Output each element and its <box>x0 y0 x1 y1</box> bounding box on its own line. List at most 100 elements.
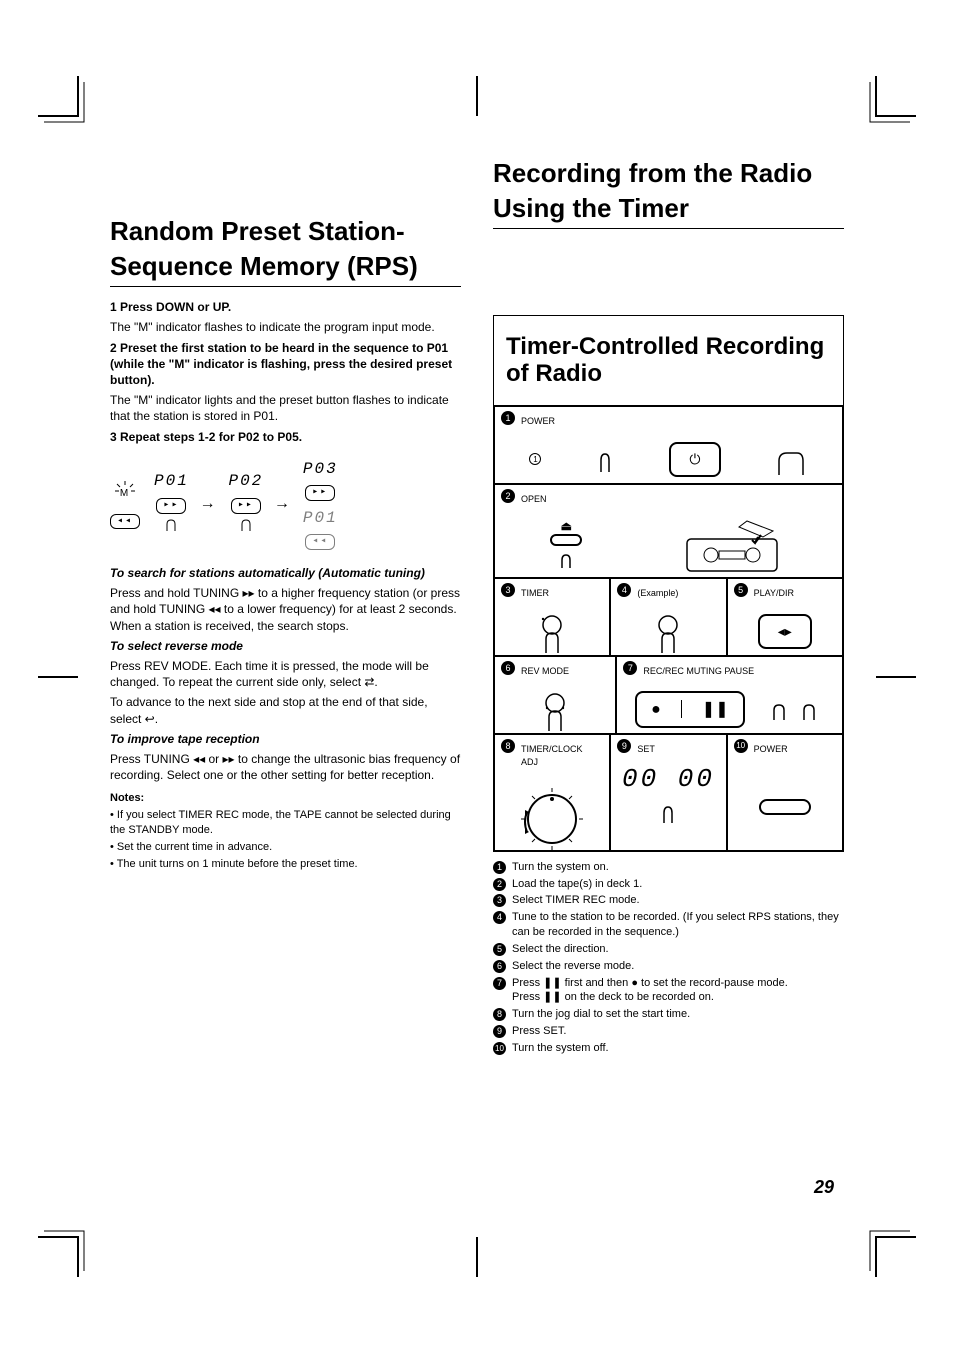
time-display: 00 00 <box>619 762 717 797</box>
legend-3: Select TIMER REC mode. <box>512 893 844 908</box>
seq-p03: P03 <box>303 460 338 478</box>
crop-mark-bl <box>38 1223 92 1277</box>
reverse-mode-body1: Press REV MODE. Each time it is pressed,… <box>110 658 461 690</box>
step-2-note: The "M" indicator lights and the preset … <box>110 392 461 424</box>
cassette-insert-icon <box>677 515 787 575</box>
cell-5-playdir: 5 PLAY/DIR ◂▸ <box>727 578 843 656</box>
hand-press-icon <box>594 446 616 472</box>
crop-tick-top <box>476 76 478 116</box>
cell-5-label: PLAY/DIR <box>754 587 834 599</box>
hand-icon <box>162 515 180 531</box>
crop-mark-tl <box>38 76 92 130</box>
cell-8-label: TIMER/CLOCK ADJ <box>521 743 601 767</box>
step-2: 2 Preset the first station to be heard i… <box>110 340 461 389</box>
tape-reception-head: To improve tape reception <box>110 731 461 747</box>
hand-icon <box>237 515 255 531</box>
rec-pause-buttons-icon: ● ❚❚ <box>635 691 744 729</box>
cell-10-power-off: 10 POWER <box>727 734 843 850</box>
two-hands-icon <box>764 698 824 720</box>
reverse-mode-head: To select reverse mode <box>110 638 461 654</box>
power-off-button-icon <box>759 799 811 815</box>
legend-4: Tune to the station to be recorded. (If … <box>512 910 844 940</box>
crop-tick-right <box>876 676 916 678</box>
hand-press-icon <box>773 443 807 475</box>
cell-6-revmode: 6 REV MODE <box>494 656 616 734</box>
cell-2-open: 2 OPEN ⏏ <box>494 484 843 578</box>
left-column: Random Preset Station-Sequence Memory (R… <box>110 150 461 1203</box>
cell-7-label: REC/REC MUTING PAUSE <box>643 665 834 677</box>
arrow-1: → <box>203 494 215 516</box>
auto-tuning-body: Press and hold TUNING ▸▸ to a higher fre… <box>110 585 461 634</box>
jog-dial-icon <box>517 784 587 854</box>
eject-icon: ⏏ <box>561 519 572 533</box>
cell-4-example: 4 (Example) <box>610 578 726 656</box>
crop-mark-br <box>862 1223 916 1277</box>
cell-6-label: REV MODE <box>521 665 607 677</box>
step-1-note: The "M" indicator flashes to indicate th… <box>110 319 461 335</box>
tune-knob-icon <box>648 609 688 653</box>
legend-2: Load the tape(s) in deck 1. <box>512 877 844 892</box>
legend-7b: Press ❚❚ on the deck to be recorded on. <box>512 991 714 1003</box>
note-1: • If you select TIMER REC mode, the TAPE… <box>110 808 461 838</box>
step-3: 3 Repeat steps 1-2 for P02 to P05. <box>110 429 461 445</box>
reverse-body1-text: Press REV MODE. Each time it is pressed,… <box>110 659 429 689</box>
seq-p01b: P01 <box>303 509 338 527</box>
cell-1-power: 1 POWER 1 ⏻ <box>494 406 843 484</box>
timer-box-title: Timer-Controlled Recording of Radio <box>493 315 844 405</box>
m-flash-icon: M <box>110 479 140 501</box>
page-content: Random Preset Station-Sequence Memory (R… <box>110 150 844 1203</box>
auto-tuning-head: To search for stations automatically (Au… <box>110 565 461 581</box>
record-heading: Recording from the Radio Using the Timer <box>493 156 844 229</box>
hand-press-icon <box>655 797 681 823</box>
rps-sequence-diagram: M ◂◂ P01 ▸▸ → P02 ▸▸ → P03 ▸▸ <box>110 459 461 551</box>
crop-tick-bottom <box>476 1237 478 1277</box>
note-3: • The unit turns on 1 minute before the … <box>110 857 461 872</box>
svg-text:M: M <box>120 488 130 499</box>
cell-10-label: POWER <box>754 743 834 755</box>
step-1: 1 Press DOWN or UP. <box>110 299 461 315</box>
seq-press-1: ▸▸ <box>156 498 186 514</box>
hand-press-icon <box>555 550 577 568</box>
right-column: Recording from the Radio Using the Timer… <box>493 150 844 1203</box>
down-btn-icon: ◂◂ <box>110 514 140 530</box>
cell-4-label: (Example) <box>637 587 717 599</box>
open-button-icon <box>550 534 582 546</box>
rec-dot-icon: ● <box>651 699 661 721</box>
seq-p02: P02 <box>228 472 263 490</box>
play-dir-button-icon: ◂▸ <box>758 614 812 649</box>
crop-tick-left <box>38 676 78 678</box>
seq-press-2: ▸▸ <box>231 498 261 514</box>
cell-3-label: TIMER <box>521 587 601 599</box>
tape-reception-body: Press TUNING ◂◂ or ▸▸ to change the ultr… <box>110 751 461 783</box>
steps-legend: 1Turn the system on. 2Load the tape(s) i… <box>493 860 844 1056</box>
circled-1-icon: 1 <box>529 453 541 465</box>
power-button-icon: ⏻ <box>669 442 720 477</box>
page-number: 29 <box>814 1175 834 1199</box>
legend-6: Select the reverse mode. <box>512 959 844 974</box>
legend-9: Press SET. <box>512 1024 844 1039</box>
cell-7-rec-pause: 7 REC/REC MUTING PAUSE ● ❚❚ <box>616 656 843 734</box>
note-2: • Set the current time in advance. <box>110 840 461 855</box>
arrow-2: → <box>277 494 289 516</box>
rps-title: Random Preset Station-Sequence Memory (R… <box>110 214 461 287</box>
seq-press-4: ◂◂ <box>305 534 335 550</box>
legend-8: Turn the jog dial to set the start time. <box>512 1007 844 1022</box>
cell-1-label: POWER <box>521 415 834 427</box>
cell-3-timer: 3 TIMER <box>494 578 610 656</box>
revmode-knob-icon <box>533 687 577 731</box>
timer-knob-icon <box>532 609 572 653</box>
seq-p01: P01 <box>154 472 189 490</box>
cell-2-label: OPEN <box>521 493 834 505</box>
seq-press-3: ▸▸ <box>305 485 335 501</box>
cell-9-set: 9 SET 00 00 <box>610 734 726 850</box>
notes-heading: Notes: <box>110 791 461 806</box>
timer-steps-grid: 1 POWER 1 ⏻ 2 OPEN ⏏ <box>493 405 844 852</box>
legend-7a: Press ❚❚ first and then ● to set the rec… <box>512 976 844 1006</box>
pause-bars-icon: ❚❚ <box>702 699 729 721</box>
crop-mark-tr <box>862 76 916 130</box>
legend-5: Select the direction. <box>512 942 844 957</box>
reverse-mode-body2: To advance to the next side and stop at … <box>110 694 461 726</box>
cell-8-jog: 8 TIMER/CLOCK ADJ <box>494 734 610 850</box>
legend-10: Turn the system off. <box>512 1041 844 1056</box>
cell-9-label: SET <box>637 743 717 755</box>
